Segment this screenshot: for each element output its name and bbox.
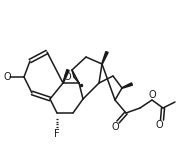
Polygon shape <box>102 51 108 64</box>
Text: O: O <box>3 72 11 82</box>
Text: O: O <box>111 122 119 132</box>
Text: O: O <box>148 90 156 100</box>
Text: F: F <box>54 129 60 139</box>
Text: O: O <box>63 72 71 82</box>
Polygon shape <box>122 83 133 88</box>
Text: O: O <box>155 120 163 130</box>
Polygon shape <box>63 70 69 83</box>
